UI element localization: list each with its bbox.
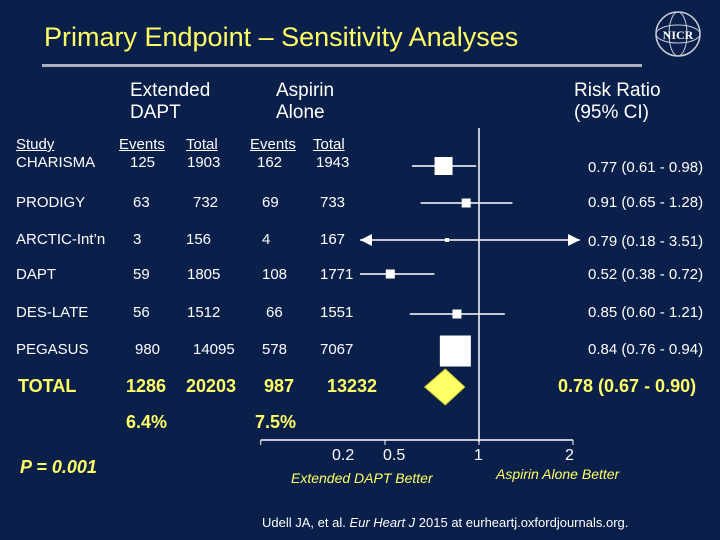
- row-events-dapt: 125: [130, 154, 156, 171]
- total-events-dapt: 1286: [126, 376, 167, 396]
- right-direction-label: Aspirin Alone Better: [496, 466, 620, 482]
- study-marker: [445, 238, 450, 242]
- row-total-aspirin: 7067: [320, 341, 354, 358]
- row-ci-text: 0.77 (0.61 - 0.98): [588, 159, 704, 176]
- total-total-dapt: 20203: [186, 376, 237, 396]
- header-risk-ratio: Risk Ratio (95% CI): [574, 80, 661, 124]
- citation-rest: 2015 at eurheartj.oxfordjournals.org.: [415, 515, 629, 530]
- ci-arrow-left: [360, 234, 372, 246]
- row-total-dapt: 1805: [187, 266, 221, 283]
- p-value: P = 0.001: [20, 457, 97, 477]
- study-marker: [434, 157, 453, 175]
- row-events-dapt: 3: [133, 231, 142, 248]
- page-title: Primary Endpoint – Sensitivity Analyses: [44, 22, 519, 52]
- x-tick-label: 0.2: [332, 447, 355, 464]
- row-events-dapt: 980: [135, 341, 161, 358]
- total-total-aspirin: 13232: [327, 376, 378, 396]
- row-study-name: PRODIGY: [16, 194, 86, 211]
- header-study: Study: [16, 136, 55, 153]
- row-total-aspirin: 1551: [320, 304, 354, 321]
- row-study-name: CHARISMA: [16, 154, 96, 171]
- header-risk-line2: (95% CI): [574, 102, 649, 123]
- header-events-aspirin: Events: [250, 136, 296, 153]
- row-ci-text: 0.84 (0.76 - 0.94): [588, 341, 704, 358]
- total-ci-text: 0.78 (0.67 - 0.90): [558, 376, 697, 396]
- citation-authors: Udell JA, et al.: [262, 515, 350, 530]
- study-marker: [439, 335, 471, 367]
- row-events-aspirin: 162: [257, 154, 283, 171]
- nicr-logo: NICR: [655, 11, 701, 57]
- row-total-dapt: 1512: [187, 304, 221, 321]
- header-events-dapt: Events: [119, 136, 165, 153]
- row-study-name: DAPT: [16, 266, 57, 283]
- row-events-aspirin: 108: [262, 266, 288, 283]
- header-extended-line1: Extended: [130, 80, 211, 101]
- row-events-dapt: 56: [133, 304, 150, 321]
- pooled-diamond: [423, 368, 466, 406]
- row-total-dapt: 1903: [187, 154, 221, 171]
- row-total-dapt: 732: [193, 194, 219, 211]
- header-aspirin-line2: Alone: [276, 102, 325, 123]
- x-tick-label: 0.5: [383, 447, 406, 464]
- row-events-aspirin: 4: [262, 231, 271, 248]
- row-study-name: ARCTIC-Int’n: [16, 231, 106, 248]
- row-events-dapt: 63: [133, 194, 150, 211]
- total-label: TOTAL: [18, 376, 77, 396]
- header-risk-line1: Risk Ratio: [574, 80, 661, 101]
- study-marker: [461, 198, 471, 208]
- header-total-dapt: Total: [186, 136, 218, 153]
- header-aspirin-line1: Aspirin: [276, 80, 335, 101]
- percentage-dapt: 6.4%: [126, 412, 168, 432]
- row-ci-text: 0.79 (0.18 - 3.51): [588, 233, 704, 250]
- row-ci-text: 0.91 (0.65 - 1.28): [588, 194, 704, 211]
- logo-text: NICR: [663, 28, 694, 42]
- citation-journal: Eur Heart J: [349, 515, 416, 530]
- total-events-aspirin: 987: [264, 376, 295, 396]
- percentage-aspirin: 7.5%: [255, 412, 297, 432]
- row-events-dapt: 59: [133, 266, 150, 283]
- study-marker: [385, 269, 395, 279]
- x-tick-label: 1: [474, 447, 483, 464]
- header-extended-line2: DAPT: [130, 102, 181, 123]
- title-divider: [42, 64, 642, 67]
- row-total-aspirin: 733: [320, 194, 346, 211]
- row-ci-text: 0.52 (0.38 - 0.72): [588, 266, 704, 283]
- study-marker: [452, 309, 462, 319]
- header-aspirin-alone: Aspirin Alone: [276, 80, 334, 124]
- row-total-dapt: 14095: [193, 341, 235, 358]
- left-direction-label: Extended DAPT Better: [291, 470, 433, 486]
- row-total-aspirin: 1943: [316, 154, 350, 171]
- row-ci-text: 0.85 (0.60 - 1.21): [588, 304, 704, 321]
- citation: Udell JA, et al. Eur Heart J 2015 at eur…: [262, 515, 628, 530]
- header-total-aspirin: Total: [313, 136, 345, 153]
- row-total-aspirin: 1771: [320, 266, 354, 283]
- row-total-aspirin: 167: [320, 231, 346, 248]
- row-events-aspirin: 66: [266, 304, 283, 321]
- row-events-aspirin: 578: [262, 341, 288, 358]
- row-study-name: PEGASUS: [16, 341, 89, 358]
- row-events-aspirin: 69: [262, 194, 279, 211]
- ci-arrow-right: [568, 234, 580, 246]
- row-study-name: DES-LATE: [16, 304, 89, 321]
- header-extended-dapt: Extended DAPT: [130, 80, 210, 124]
- row-total-dapt: 156: [186, 231, 212, 248]
- x-tick-label: 2: [565, 447, 574, 464]
